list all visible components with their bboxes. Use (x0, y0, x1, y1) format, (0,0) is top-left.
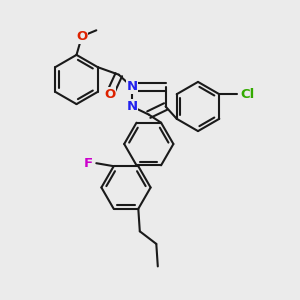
Text: O: O (104, 88, 116, 101)
Text: N: N (126, 100, 138, 113)
Text: O: O (76, 30, 88, 43)
Text: N: N (126, 80, 138, 94)
Text: F: F (83, 157, 92, 170)
Text: Cl: Cl (240, 88, 255, 101)
